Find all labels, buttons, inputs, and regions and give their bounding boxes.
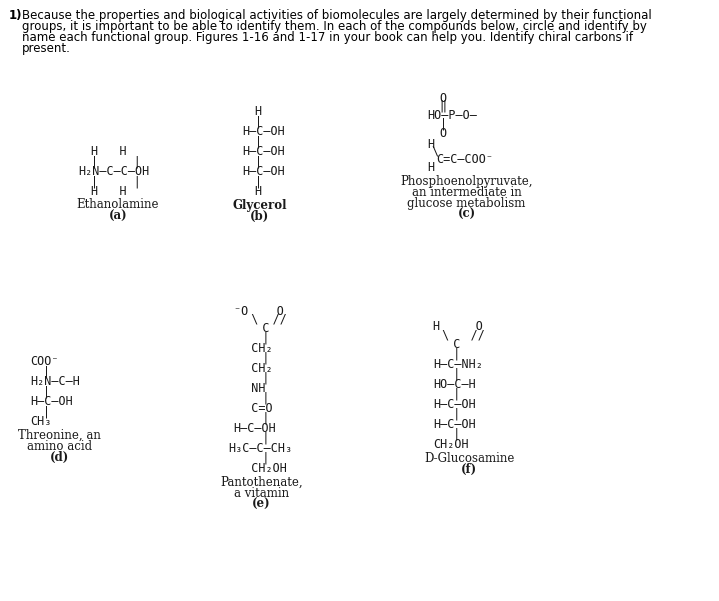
Text: CH₂: CH₂ bbox=[237, 362, 273, 375]
Text: ‖: ‖ bbox=[439, 100, 446, 113]
Text: H     O: H O bbox=[434, 320, 483, 333]
Text: |: | bbox=[42, 405, 50, 418]
Text: \   //: \ // bbox=[435, 329, 485, 342]
Text: \  //: \ // bbox=[237, 313, 287, 326]
Text: NH: NH bbox=[237, 382, 266, 395]
Text: an intermediate in: an intermediate in bbox=[412, 186, 521, 199]
Text: C: C bbox=[439, 338, 460, 351]
Text: O: O bbox=[439, 92, 446, 105]
Text: Ethanolamine: Ethanolamine bbox=[76, 198, 159, 211]
Text: |: | bbox=[241, 412, 269, 425]
Text: amino acid: amino acid bbox=[27, 440, 92, 453]
Text: Because the properties and biological activities of biomolecules are largely det: Because the properties and biological ac… bbox=[22, 9, 651, 22]
Text: |: | bbox=[439, 388, 460, 401]
Text: (d): (d) bbox=[50, 451, 69, 464]
Text: name each functional group. Figures 1-16 and 1-17 in your book can help you. Ide: name each functional group. Figures 1-16… bbox=[22, 31, 633, 44]
Text: CH₃: CH₃ bbox=[30, 415, 52, 428]
Text: (e): (e) bbox=[252, 498, 271, 511]
Text: |     |: | | bbox=[91, 155, 141, 168]
Text: present.: present. bbox=[22, 42, 70, 55]
Text: H–C–OH: H–C–OH bbox=[434, 398, 476, 411]
Text: |: | bbox=[255, 155, 262, 168]
Text: Glycerol: Glycerol bbox=[233, 199, 287, 212]
Text: H: H bbox=[427, 138, 434, 151]
Text: CH₂: CH₂ bbox=[237, 342, 273, 355]
Text: H: H bbox=[255, 185, 262, 198]
Text: H   H: H H bbox=[91, 185, 127, 198]
Text: |: | bbox=[439, 408, 460, 421]
Text: D-Glucosamine: D-Glucosamine bbox=[424, 452, 514, 465]
Text: CH₂OH: CH₂OH bbox=[434, 438, 469, 451]
Text: H₃C–C–CH₃: H₃C–C–CH₃ bbox=[229, 442, 293, 455]
Text: |: | bbox=[241, 392, 269, 405]
Text: H–C–OH: H–C–OH bbox=[30, 395, 73, 408]
Text: groups, it is important to be able to identify them. In each of the compounds be: groups, it is important to be able to id… bbox=[22, 20, 646, 33]
Text: |: | bbox=[241, 432, 269, 445]
Text: Threonine, an: Threonine, an bbox=[18, 429, 101, 442]
Text: 1): 1) bbox=[9, 9, 22, 22]
Text: a vitamin: a vitamin bbox=[234, 487, 289, 500]
Text: H–C–OH: H–C–OH bbox=[242, 125, 285, 138]
Text: glucose metabolism: glucose metabolism bbox=[408, 197, 526, 210]
Text: C=O: C=O bbox=[237, 402, 273, 415]
Text: O: O bbox=[439, 127, 446, 140]
Text: |: | bbox=[439, 368, 460, 381]
Text: (a): (a) bbox=[109, 210, 127, 223]
Text: H–C–OH: H–C–OH bbox=[434, 418, 476, 431]
Text: COO⁻: COO⁻ bbox=[30, 355, 59, 368]
Text: |: | bbox=[241, 352, 269, 365]
Text: |: | bbox=[255, 175, 262, 188]
Text: HO–C–H: HO–C–H bbox=[434, 378, 476, 391]
Text: |     |: | | bbox=[91, 175, 141, 188]
Text: H   H: H H bbox=[91, 145, 127, 158]
Text: |: | bbox=[439, 118, 446, 131]
Text: Phosphoenolpyruvate,: Phosphoenolpyruvate, bbox=[400, 175, 533, 188]
Text: H–C–OH: H–C–OH bbox=[242, 145, 285, 158]
Text: CH₂OH: CH₂OH bbox=[237, 462, 287, 475]
Text: |: | bbox=[241, 372, 269, 385]
Text: H: H bbox=[427, 161, 434, 174]
Text: |: | bbox=[42, 385, 50, 398]
Text: |: | bbox=[241, 332, 269, 345]
Text: C=C–COO⁻: C=C–COO⁻ bbox=[436, 153, 493, 166]
Text: ⁻O    O: ⁻O O bbox=[234, 305, 283, 318]
Text: (f): (f) bbox=[461, 463, 477, 476]
Text: |: | bbox=[439, 348, 460, 361]
Text: Pantothenate,: Pantothenate, bbox=[220, 476, 303, 489]
Text: H–C–NH₂: H–C–NH₂ bbox=[434, 358, 483, 371]
Text: |: | bbox=[241, 452, 269, 465]
Text: (b): (b) bbox=[250, 210, 270, 223]
Text: H₂N–C–H: H₂N–C–H bbox=[30, 375, 81, 388]
Text: |: | bbox=[255, 115, 262, 128]
Text: H–C–OH: H–C–OH bbox=[242, 165, 285, 178]
Text: H₂N–C–C–OH: H₂N–C–C–OH bbox=[78, 165, 150, 178]
Text: |: | bbox=[42, 365, 50, 378]
Text: |: | bbox=[439, 428, 460, 441]
Text: HO–P–O–: HO–P–O– bbox=[427, 109, 477, 122]
Text: H–C–OH: H–C–OH bbox=[234, 422, 277, 435]
Text: C: C bbox=[241, 322, 269, 335]
Text: \: \ bbox=[431, 145, 439, 158]
Text: (c): (c) bbox=[457, 208, 476, 221]
Text: |: | bbox=[255, 135, 262, 148]
Text: H: H bbox=[255, 105, 262, 118]
